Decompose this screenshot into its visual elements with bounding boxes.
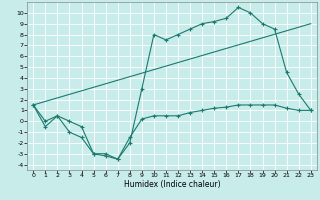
X-axis label: Humidex (Indice chaleur): Humidex (Indice chaleur) (124, 180, 220, 189)
